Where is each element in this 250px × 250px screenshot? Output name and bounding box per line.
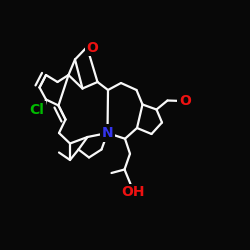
- Text: Cl: Cl: [30, 103, 44, 117]
- Text: N: N: [102, 126, 113, 140]
- Text: OH: OH: [121, 186, 144, 200]
- Text: O: O: [179, 94, 191, 108]
- Text: O: O: [86, 40, 99, 54]
